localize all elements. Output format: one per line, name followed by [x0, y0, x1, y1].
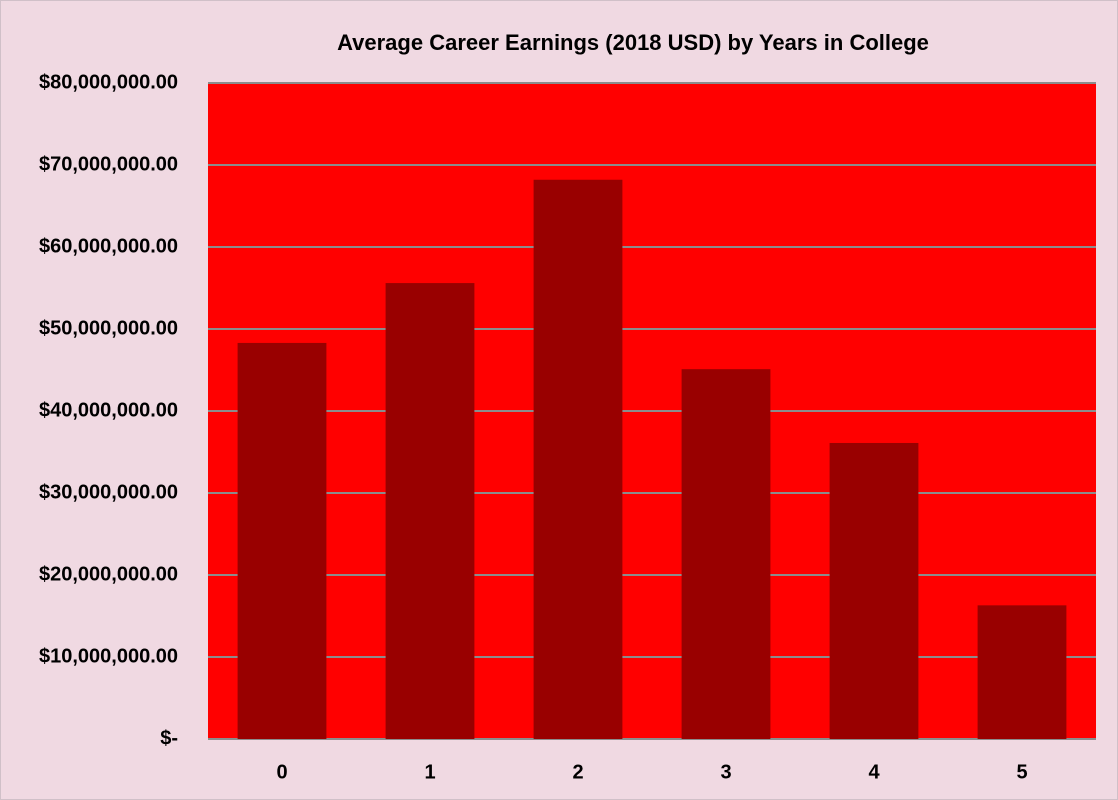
y-tick-label: $40,000,000.00: [39, 399, 178, 421]
y-tick-label: $80,000,000.00: [39, 71, 178, 93]
y-tick-label: $50,000,000.00: [39, 317, 178, 339]
x-tick-label: 4: [868, 761, 880, 783]
bar: [977, 605, 1067, 739]
bar: [533, 179, 623, 739]
x-tick-label: 3: [720, 761, 731, 783]
x-tick-label: 1: [424, 761, 435, 783]
y-tick-label: $20,000,000.00: [39, 563, 178, 585]
x-tick-label: 2: [572, 761, 583, 783]
y-tick-label: $10,000,000.00: [39, 645, 178, 667]
y-tick-label: $70,000,000.00: [39, 153, 178, 175]
y-tick-label: $30,000,000.00: [39, 481, 178, 503]
x-tick-label: 0: [276, 761, 287, 783]
bar: [385, 283, 475, 739]
chart-title: Average Career Earnings (2018 USD) by Ye…: [337, 30, 929, 55]
bar: [237, 342, 327, 739]
y-tick-label: $-: [160, 727, 178, 749]
y-tick-label: $60,000,000.00: [39, 235, 178, 257]
bar: [681, 369, 771, 739]
bar: [829, 442, 919, 739]
x-tick-label: 5: [1016, 761, 1027, 783]
